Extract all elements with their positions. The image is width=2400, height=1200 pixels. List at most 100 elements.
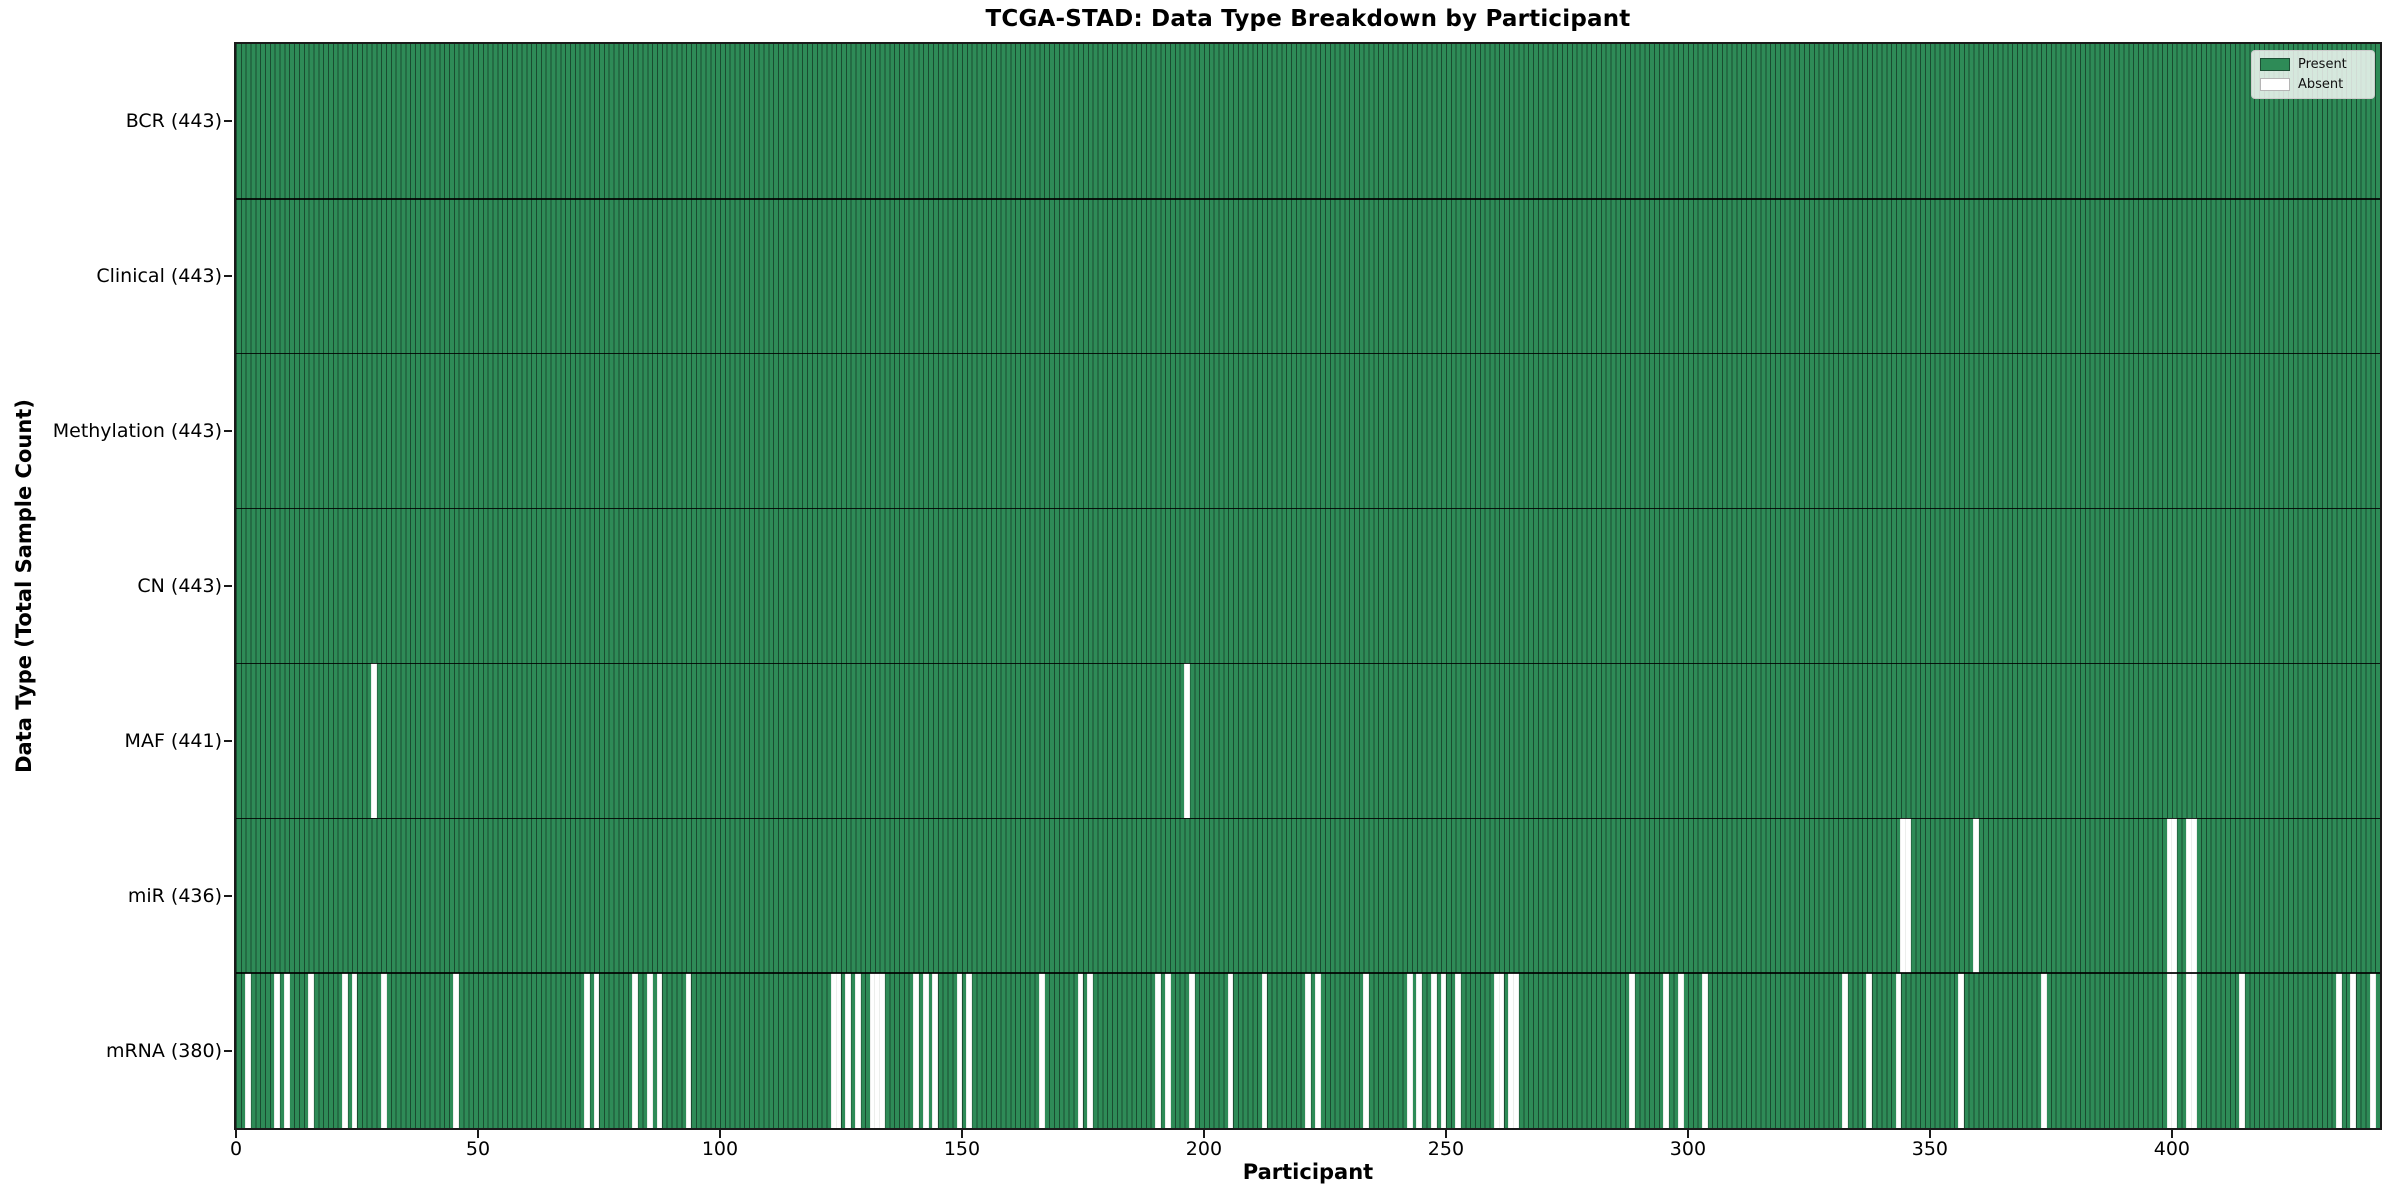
- y-tick-mark: [224, 894, 232, 897]
- absent-cell: [1188, 973, 1195, 1128]
- absent-cell: [1406, 973, 1413, 1128]
- x-axis-label: Participant: [1242, 1160, 1374, 1184]
- absent-cell: [1498, 973, 1505, 1128]
- chart-title: TCGA-STAD: Data Type Breakdown by Partic…: [985, 6, 1631, 32]
- absent-cell: [1508, 973, 1515, 1128]
- legend: Present Absent: [2251, 50, 2375, 99]
- y-tick-mark: [224, 430, 232, 433]
- x-tick-label: 350: [1911, 1138, 1949, 1160]
- y-tick-mark: [224, 1049, 232, 1052]
- absent-cell: [380, 973, 387, 1128]
- absent-cell: [874, 973, 881, 1128]
- row-separator: [236, 198, 2380, 200]
- absent-cell: [2171, 818, 2178, 974]
- x-tick-mark: [476, 1130, 479, 1138]
- absent-cell: [1866, 973, 1873, 1128]
- x-tick-label: 250: [1427, 1138, 1465, 1160]
- absent-cell: [1629, 973, 1636, 1128]
- absent-cell: [656, 973, 663, 1128]
- absent-cell: [308, 973, 314, 1128]
- absent-cell: [932, 973, 939, 1128]
- absent-cell: [685, 973, 692, 1128]
- absent-cell: [2335, 973, 2342, 1128]
- y-tick-label: miR (436): [127, 884, 222, 907]
- y-tick-label: Clinical (443): [96, 265, 222, 288]
- x-tick-label: 100: [701, 1138, 739, 1160]
- absent-cell: [1905, 818, 1912, 974]
- legend-present-label: Present: [2298, 57, 2347, 72]
- absent-cell: [1261, 973, 1268, 1128]
- legend-absent-label: Absent: [2298, 77, 2344, 92]
- absent-cell: [283, 973, 290, 1128]
- absent-cell: [956, 973, 963, 1128]
- absent-cell: [2239, 973, 2245, 1128]
- row-separator: [236, 507, 2380, 510]
- y-tick-mark: [224, 585, 232, 587]
- absent-cell: [453, 973, 460, 1128]
- x-tick-label: 200: [1185, 1138, 1223, 1160]
- absent-cell: [371, 663, 377, 819]
- absent-cell: [1077, 973, 1084, 1128]
- y-tick-mark: [224, 120, 232, 123]
- legend-absent-swatch: [2260, 78, 2290, 91]
- absent-cell: [2040, 973, 2047, 1128]
- row-separator: [236, 817, 2380, 820]
- absent-cell: [632, 973, 639, 1128]
- absent-cell: [274, 973, 281, 1128]
- absent-cell: [1440, 973, 1447, 1128]
- x-tick-mark: [1928, 1130, 1931, 1138]
- absent-cell: [1513, 973, 1520, 1128]
- absent-cell: [1455, 973, 1461, 1128]
- absent-cell: [2350, 973, 2357, 1128]
- x-tick-label: 50: [465, 1138, 491, 1160]
- row-separator: [236, 352, 2380, 355]
- absent-cell: [879, 973, 885, 1128]
- y-tick-mark: [224, 739, 232, 742]
- absent-cell: [913, 973, 919, 1128]
- absent-cell: [845, 973, 852, 1128]
- absent-cell: [1314, 973, 1321, 1128]
- absent-cell: [646, 973, 653, 1128]
- y-tick-label: BCR (443): [125, 110, 222, 133]
- absent-cell: [1900, 818, 1907, 974]
- absent-cell: [869, 973, 876, 1128]
- absent-cell: [1164, 973, 1171, 1128]
- absent-cell: [835, 973, 842, 1128]
- absent-cell: [1895, 973, 1902, 1128]
- absent-cell: [1677, 973, 1684, 1128]
- absent-cell: [1663, 973, 1670, 1128]
- x-tick-label: 400: [2153, 1138, 2191, 1160]
- absent-cell: [966, 973, 973, 1128]
- absent-cell: [2185, 818, 2192, 974]
- absent-cell: [1416, 973, 1423, 1128]
- y-tick-label: CN (443): [137, 575, 222, 597]
- absent-cell: [1227, 973, 1234, 1128]
- absent-cell: [1305, 973, 1311, 1128]
- absent-cell: [1430, 973, 1437, 1128]
- legend-item-present: Present: [2260, 57, 2366, 72]
- absent-cell: [2166, 973, 2173, 1128]
- absent-cell: [583, 973, 590, 1128]
- row-separator: [236, 972, 2380, 974]
- absent-cell: [1842, 973, 1849, 1128]
- plot-area: Present Absent: [234, 42, 2382, 1130]
- row-separator: [236, 662, 2380, 665]
- absent-cell: [1972, 818, 1979, 974]
- absent-cell: [2190, 818, 2197, 974]
- absent-cell: [2369, 973, 2376, 1128]
- x-tick-mark: [1444, 1130, 1447, 1138]
- absent-cell: [1184, 663, 1190, 819]
- y-tick-label: mRNA (380): [105, 1039, 222, 1062]
- absent-cell: [2166, 818, 2173, 974]
- absent-cell: [1958, 973, 1965, 1128]
- absent-cell: [1493, 973, 1500, 1128]
- x-tick-label: 300: [1669, 1138, 1707, 1160]
- absent-cell: [2185, 973, 2192, 1128]
- absent-cell: [830, 973, 837, 1128]
- x-tick-mark: [1686, 1130, 1689, 1138]
- y-tick-label: Methylation (443): [52, 420, 222, 443]
- absent-cell: [1363, 973, 1369, 1128]
- x-tick-mark: [960, 1130, 963, 1138]
- absent-cell: [2171, 973, 2178, 1128]
- x-tick-label: 0: [229, 1138, 243, 1160]
